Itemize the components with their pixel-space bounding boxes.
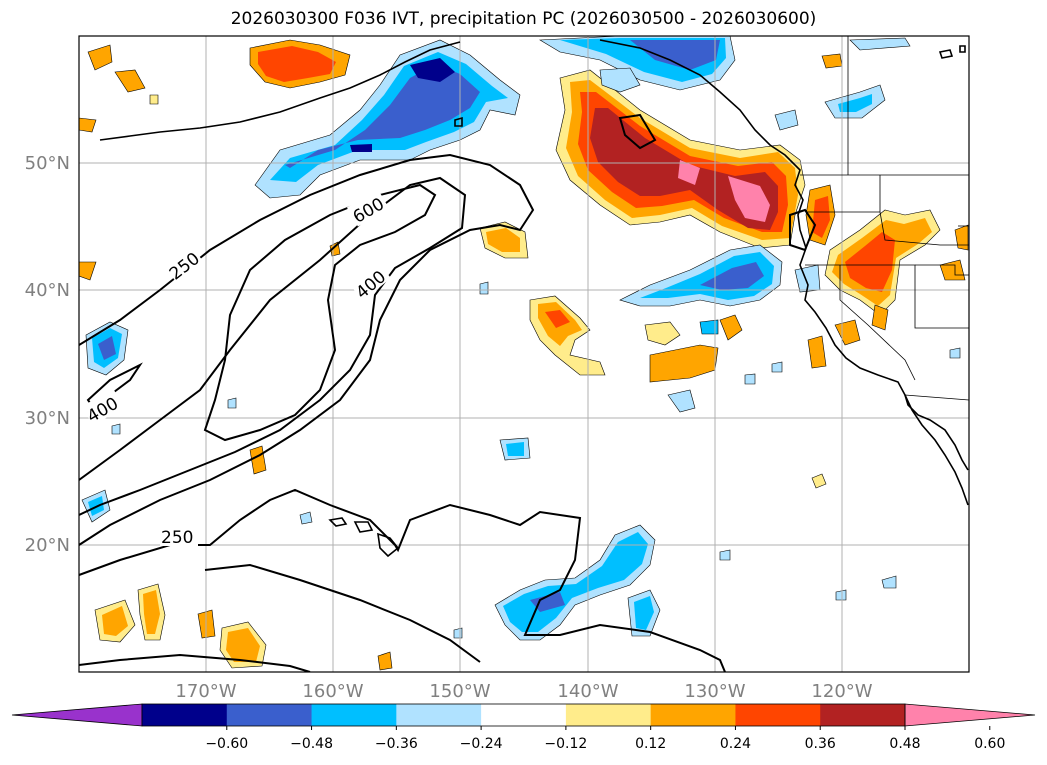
ivt-contour-250-north (79, 153, 535, 546)
colorbar-tick-label: −0.24 (460, 736, 503, 752)
map-frame (78, 35, 970, 673)
lat-label-20n: 20°N (25, 535, 70, 556)
colorbar-tick-label: 0.60 (974, 736, 1005, 752)
colorbar-segment (735, 704, 821, 726)
ivt-contour-250-south (79, 488, 726, 672)
coastlines (99, 39, 969, 558)
colorbar-tick-label: −0.12 (544, 736, 587, 752)
coastline-north-america (789, 159, 969, 506)
lon-label-140w: 140°W (557, 681, 618, 702)
lon-label-160w: 160°W (302, 681, 363, 702)
state-borders (800, 36, 969, 401)
colorbar-tick-label: 0.48 (889, 736, 920, 752)
map-plot-area (79, 36, 969, 672)
latitude-labels: 50°N 40°N 30°N 20°N (25, 153, 70, 556)
precip-max-pink (678, 160, 770, 222)
colorbar-segment (481, 704, 567, 726)
map-title: 2026030300 F036 IVT, precipitation PC (2… (230, 9, 817, 29)
colorbar-segment (565, 704, 652, 726)
colorbar-segment (820, 704, 906, 726)
colorbar-frame (141, 703, 906, 727)
lon-label-130w: 130°W (684, 681, 745, 702)
colorbar-segment (311, 704, 397, 726)
colorbar-tick-label: −0.60 (205, 736, 248, 752)
coastline-hawaii (328, 517, 400, 558)
ivt-contour-labels: 250 600 400 400 250 (81, 189, 391, 548)
lat-label-40n: 40°N (25, 280, 70, 301)
lat-label-30n: 30°N (25, 408, 70, 429)
longitude-labels: 170°W 160°W 150°W 140°W 130°W 120°W (175, 681, 872, 702)
ivt-label-250-south: 250 (161, 528, 193, 548)
precip-positive-anomalies (79, 39, 969, 671)
coastline-aleutians (99, 41, 461, 141)
lon-label-150w: 150°W (429, 681, 490, 702)
colorbar (11, 703, 1036, 730)
colorbar-segment (142, 704, 228, 726)
lon-label-170w: 170°W (175, 681, 236, 702)
colorbar-segment (650, 704, 736, 726)
colorbar-tick-label: −0.48 (290, 736, 333, 752)
colorbar-tick-label: 0.36 (805, 736, 836, 752)
colorbar-segment (396, 704, 482, 726)
colorbar-extend-high (904, 703, 1036, 727)
colorbar-segment (226, 704, 313, 726)
ivt-contour-600 (203, 183, 437, 442)
colorbar-tick-labels: −0.60 −0.48 −0.36 −0.24 −0.12 0.12 0.24 0.36 0.4… (205, 736, 1005, 752)
lat-label-50n: 50°N (25, 153, 70, 174)
coastline-alaska-bc (599, 39, 791, 161)
colorbar-tick-label: 0.12 (635, 736, 666, 752)
colorbar-tick-label: −0.36 (375, 736, 418, 752)
coastline-baja (904, 394, 969, 471)
colorbar-extend-low (11, 703, 143, 727)
colorbar-tick-label: 0.24 (720, 736, 751, 752)
lon-label-120w: 120°W (811, 681, 872, 702)
